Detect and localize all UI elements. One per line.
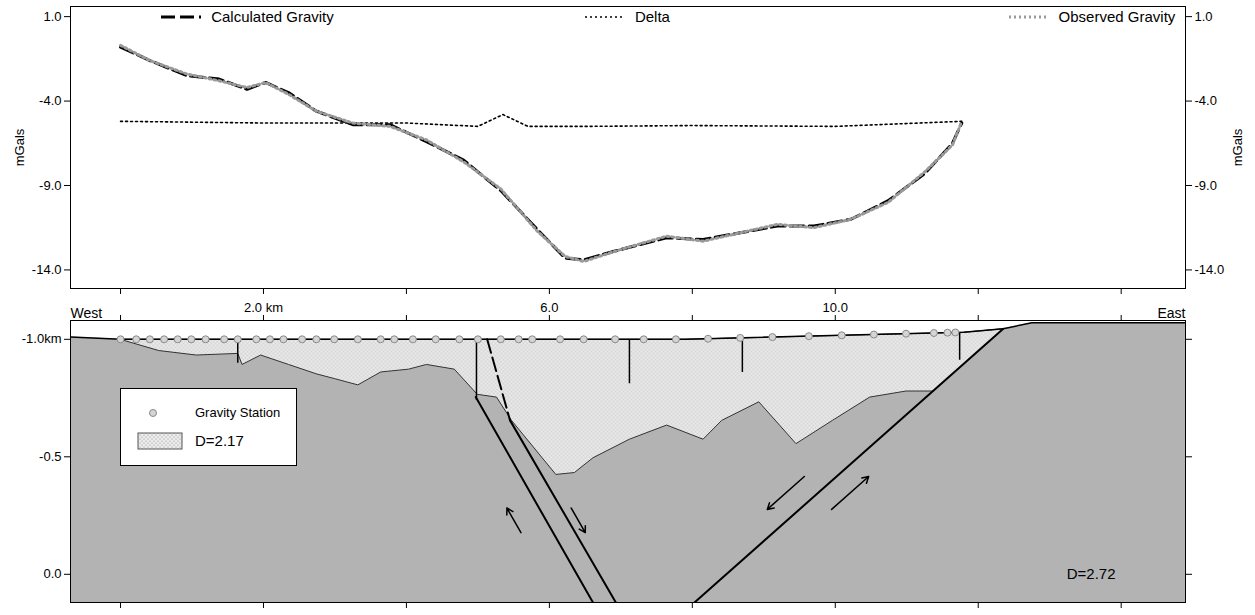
- svg-text:-9.0: -9.0: [39, 178, 61, 193]
- svg-text:mGals: mGals: [12, 128, 27, 166]
- html-text:Gravity Station: Gravity Station: [195, 405, 281, 420]
- svg-text:-14.0: -14.0: [1195, 262, 1225, 277]
- svg-text:-0.5: -0.5: [39, 449, 61, 464]
- svg-text:mGals: mGals: [1230, 128, 1245, 166]
- html-text:D=2.17: D=2.17: [195, 432, 244, 449]
- svg-text:2.0 km: 2.0 km: [244, 300, 283, 315]
- svg-text:-1.0km: -1.0km: [22, 331, 62, 346]
- svg-text:10.0: 10.0: [823, 300, 848, 315]
- html-text:Calculated Gravity: Calculated Gravity: [211, 8, 334, 25]
- svg-text:6.0: 6.0: [540, 300, 558, 315]
- svg-text:-4.0: -4.0: [39, 93, 61, 108]
- svg-text:0.0: 0.0: [43, 566, 61, 581]
- svg-text:1.0: 1.0: [1195, 9, 1213, 24]
- svg-text:-9.0: -9.0: [1195, 178, 1217, 193]
- svg-text:West: West: [71, 305, 103, 321]
- html-text:Observed Gravity: Observed Gravity: [1058, 8, 1176, 25]
- svg-text:D=2.72: D=2.72: [1067, 565, 1116, 582]
- svg-text:-4.0: -4.0: [1195, 93, 1217, 108]
- svg-text:East: East: [1157, 305, 1185, 321]
- svg-text:-14.0: -14.0: [32, 262, 62, 277]
- html-text:Delta: Delta: [634, 8, 670, 25]
- svg-text:1.0: 1.0: [43, 9, 61, 24]
